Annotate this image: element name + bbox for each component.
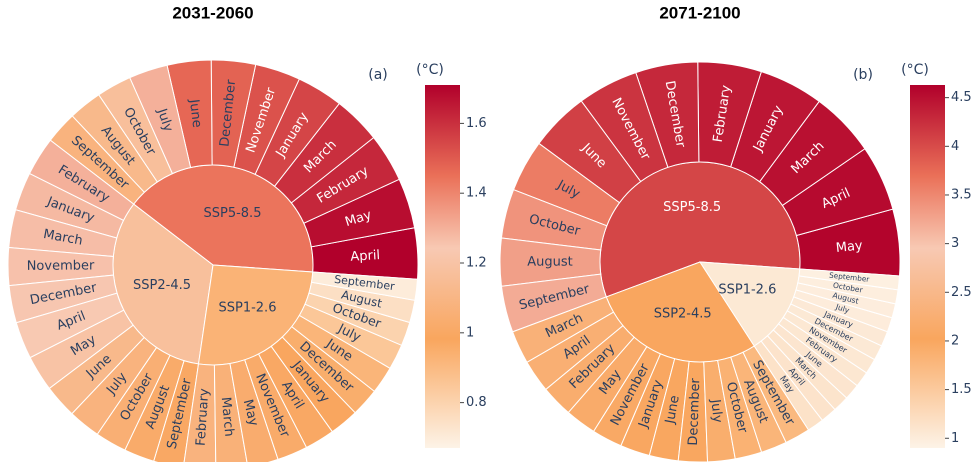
colorbar-tick-label: 2 — [951, 333, 959, 348]
outer-label: December — [217, 78, 239, 147]
colorbar — [910, 85, 945, 448]
colorbar-tick-label: 1.5 — [951, 382, 971, 397]
outer-label: April — [350, 248, 381, 265]
colorbar-tick-label: 1.2 — [466, 256, 487, 271]
outer-label: February — [194, 388, 213, 447]
outer-label: May — [240, 398, 261, 428]
panel-label: (b) — [853, 67, 873, 83]
colorbar-tick-label: 4 — [951, 139, 959, 154]
colorbar-title: (°C) — [901, 62, 929, 78]
outer-segment — [310, 271, 419, 301]
colorbar-tick-label: 4.5 — [951, 90, 971, 105]
outer-label: July — [154, 106, 176, 134]
outer-segment — [798, 268, 901, 291]
colorbar-tick-label: 0.8 — [466, 395, 487, 410]
colorbar-tick-label: 2.5 — [951, 285, 971, 300]
outer-label: June — [663, 394, 683, 426]
outer-label: March — [218, 396, 237, 437]
colorbar — [425, 85, 460, 448]
inner-label: SSP1-2.6 — [218, 300, 276, 315]
colorbar-title: (°C) — [416, 62, 444, 78]
outer-label: December — [686, 377, 703, 446]
outer-label: November — [27, 258, 95, 274]
chart-title: 2071-2100 — [659, 3, 740, 22]
outer-label: August — [527, 255, 573, 270]
outer-label: June — [186, 98, 204, 129]
colorbar-tick-label: 1 — [466, 325, 474, 340]
chart-title: 2031-2060 — [172, 3, 253, 22]
inner-label: SSP1-2.6 — [718, 282, 776, 297]
inner-label: SSP5-8.5 — [203, 206, 261, 221]
outer-label: May — [835, 238, 864, 256]
panel-label: (a) — [368, 67, 388, 83]
colorbar-tick-label: 3.5 — [951, 187, 971, 202]
sunburst-panel: 2071-2100(b)SSP5-8.5MayAprilMarchJanuary… — [499, 3, 971, 462]
colorbar-tick-label: 3 — [951, 236, 959, 251]
colorbar-tick-label: 1.6 — [466, 116, 487, 131]
outer-label: July — [707, 398, 725, 424]
outer-label: September — [829, 271, 870, 284]
inner-label: SSP2-4.5 — [654, 307, 712, 322]
inner-label: SSP2-4.5 — [133, 278, 191, 293]
outer-label: March — [42, 227, 84, 249]
colorbar-tick-label: 1.4 — [466, 186, 487, 201]
sunburst-panel: 2031-2060 (a) SSP5-8.5 April May February Marc… — [7, 3, 487, 462]
colorbar-tick-label: 1 — [951, 431, 959, 446]
inner-label: SSP5-8.5 — [663, 200, 721, 215]
